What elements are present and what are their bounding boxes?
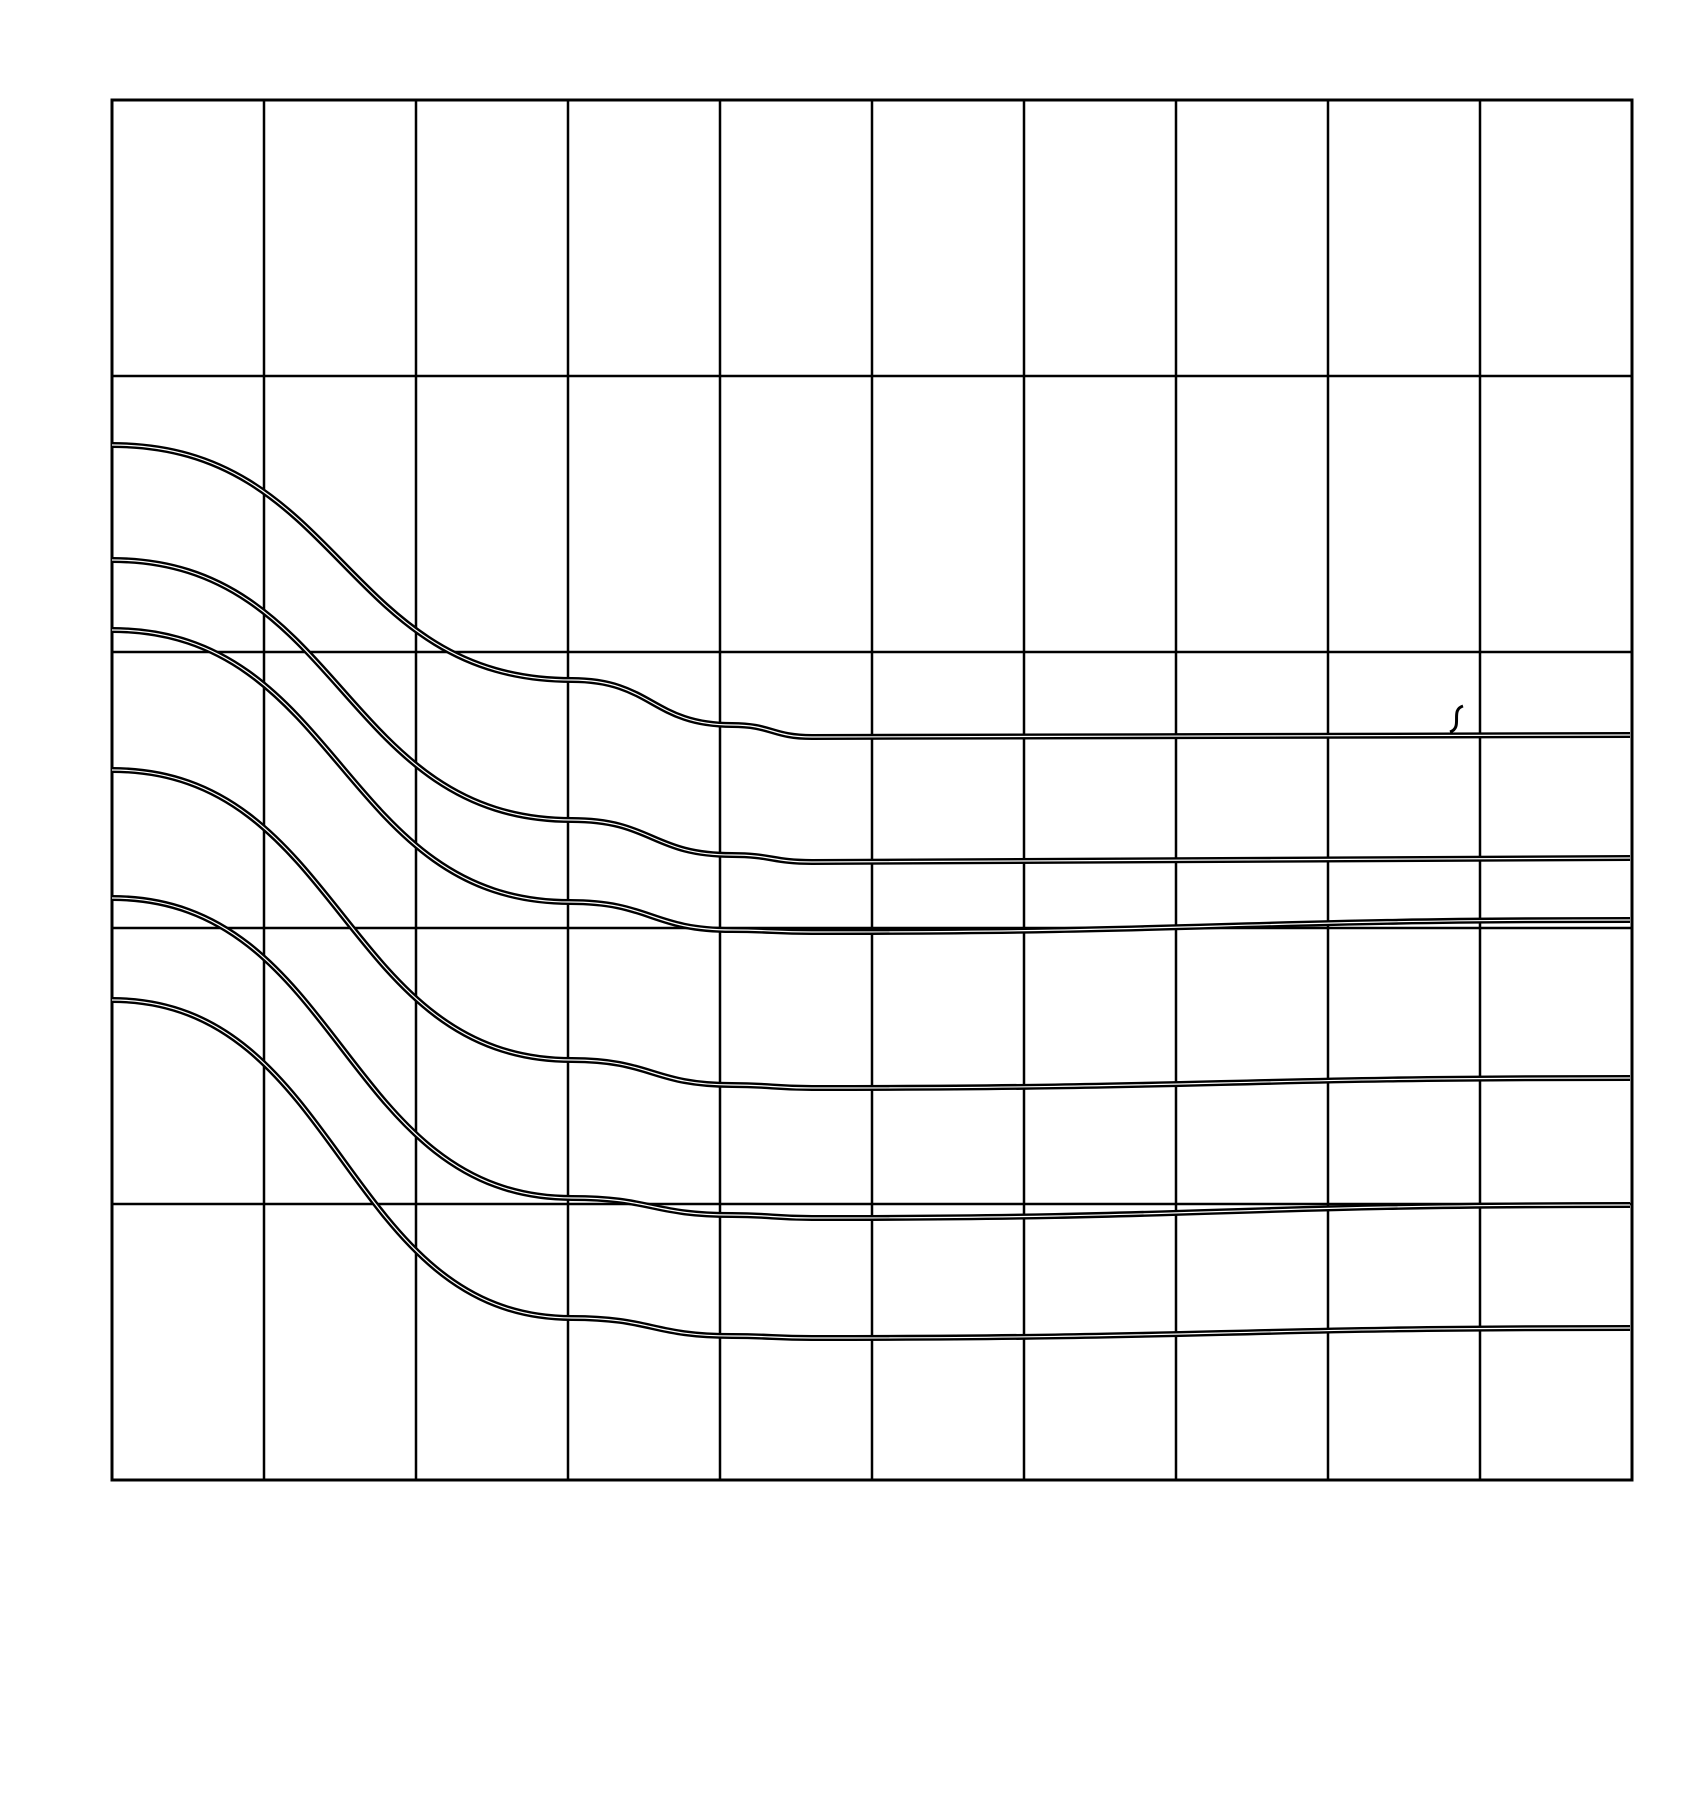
figure-1 (52, 40, 1652, 1740)
chart-svg (52, 40, 1652, 1740)
